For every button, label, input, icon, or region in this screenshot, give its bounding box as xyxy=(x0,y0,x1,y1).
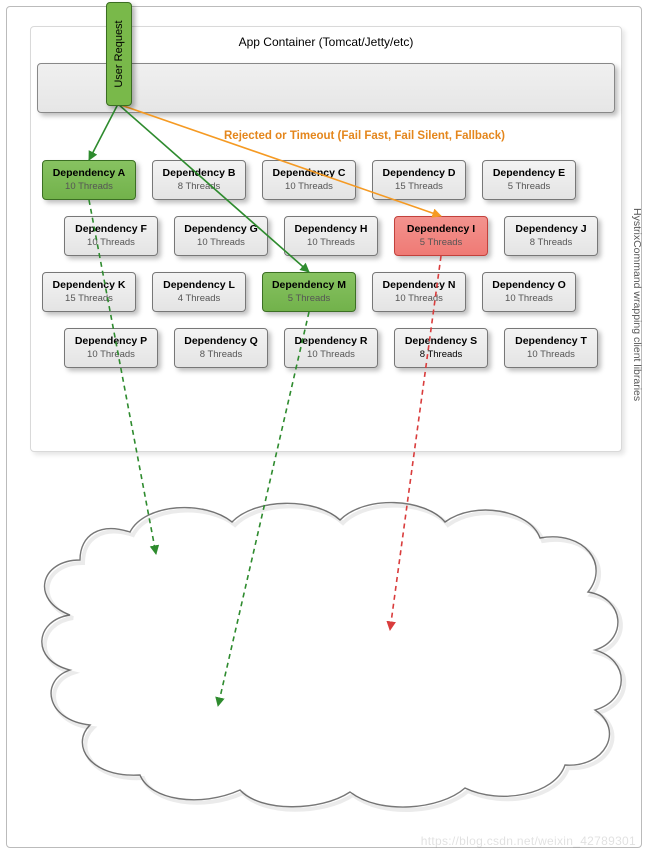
cloud-dependency-box: Dependency D xyxy=(132,592,228,618)
dependency-box: Dependency D15 Threads xyxy=(372,160,466,200)
dependency-threads: 10 Threads xyxy=(505,293,553,304)
cloud-dependency-box: Dependency L xyxy=(378,668,474,694)
cloud-dependency-box: Dependency Q xyxy=(276,744,372,770)
dependency-threads: 10 Threads xyxy=(197,237,245,248)
dependency-box: Dependency T10 Threads xyxy=(504,328,598,368)
dependency-threads: 10 Threads xyxy=(87,237,135,248)
dependency-name: Dependency N xyxy=(373,279,465,292)
dependency-box: Dependency G10 Threads xyxy=(174,216,268,256)
reject-label: Rejected or Timeout (Fail Fast, Fail Sil… xyxy=(224,130,505,142)
dependency-threads: 10 Threads xyxy=(395,293,443,304)
dependency-name: Dependency H xyxy=(285,223,377,236)
dependency-box: Dependency H10 Threads xyxy=(284,216,378,256)
cloud-dependency-box: Dependency P xyxy=(158,744,254,770)
dependency-box: Dependency B8 Threads xyxy=(152,160,246,200)
dependency-box: Dependency J8 Threads xyxy=(504,216,598,256)
dependency-name: Dependency I xyxy=(395,223,487,236)
cloud-dependency-box: Dependency F xyxy=(368,592,464,618)
dependency-threads: 10 Threads xyxy=(307,237,355,248)
dependency-name: Dependency J xyxy=(505,223,597,236)
dependency-box: Dependency L4 Threads xyxy=(152,272,246,312)
dependency-threads: 15 Threads xyxy=(395,181,443,192)
cloud-dependency-box: Dependency B xyxy=(226,554,322,580)
dependency-threads: 10 Threads xyxy=(527,349,575,360)
dependency-threads: 10 Threads xyxy=(65,181,113,192)
dependency-name: Dependency Q xyxy=(175,335,267,348)
dependency-threads: 8 Threads xyxy=(178,181,221,192)
dependency-box: Dependency K15 Threads xyxy=(42,272,136,312)
user-request-box: User Request xyxy=(106,2,132,106)
cloud-dependency-box: Dependency M xyxy=(170,706,266,732)
dependency-name: Dependency G xyxy=(175,223,267,236)
dependency-box: Dependency E5 Threads xyxy=(482,160,576,200)
dependency-box: Dependency I5 Threads xyxy=(394,216,488,256)
dependency-box: Dependency P10 Threads xyxy=(64,328,158,368)
cloud-dependency-box: Dependency R xyxy=(394,744,490,770)
dependency-name: Dependency O xyxy=(483,279,575,292)
dependency-threads: 10 Threads xyxy=(87,349,135,360)
cloud-dependency-box: Dependency E xyxy=(250,592,346,618)
dependency-threads: 10 Threads xyxy=(285,181,333,192)
dependency-box: Dependency C10 Threads xyxy=(262,160,356,200)
dependency-name: Dependency F xyxy=(65,223,157,236)
dependency-threads: 5 Threads xyxy=(420,237,463,248)
dependency-name: Dependency L xyxy=(153,279,245,292)
dependency-name: Dependency T xyxy=(505,335,597,348)
dependency-name: Dependency S xyxy=(395,335,487,348)
cloud-dependency-box: Dependency O xyxy=(406,706,502,732)
cloud-dependency-box: Dependency C xyxy=(344,554,440,580)
dependency-threads: 4 Threads xyxy=(178,293,221,304)
cloud-dependency-box: Dependency N xyxy=(288,706,384,732)
dependency-name: Dependency A xyxy=(43,167,135,180)
dependency-name: Dependency D xyxy=(373,167,465,180)
dependency-name: Dependency K xyxy=(43,279,135,292)
user-request-label: User Request xyxy=(113,20,125,87)
dependency-threads: 15 Threads xyxy=(65,293,113,304)
dependency-name: Dependency C xyxy=(263,167,355,180)
dependency-threads: 10 Threads xyxy=(307,349,355,360)
cloud-dependency-box: Dependency K xyxy=(260,668,356,694)
side-label: HystrixCommand wrapping client libraries xyxy=(629,170,643,440)
dependency-name: Dependency R xyxy=(285,335,377,348)
dependency-threads: 5 Threads xyxy=(508,181,551,192)
dependency-name: Dependency M xyxy=(263,279,355,292)
cloud-dependency-box: Dependency J xyxy=(142,668,238,694)
cloud-dependency-box: Dependency G xyxy=(106,630,202,656)
dependency-name: Dependency B xyxy=(153,167,245,180)
dependency-threads: 8 Threads xyxy=(420,349,463,360)
dependency-threads: 5 Threads xyxy=(288,293,331,304)
dependency-box: Dependency A10 Threads xyxy=(42,160,136,200)
cloud-dependency-box: Dependency I xyxy=(342,630,438,656)
cloud-dependency-box: Dependency H xyxy=(224,630,320,656)
dependency-name: Dependency E xyxy=(483,167,575,180)
watermark: https://blog.csdn.net/weixin_42789301 xyxy=(421,834,636,848)
cloud-dependency-box: Dependency A xyxy=(108,554,204,580)
dependency-box: Dependency N10 Threads xyxy=(372,272,466,312)
dependency-threads: 8 Threads xyxy=(530,237,573,248)
dependency-box: Dependency M5 Threads xyxy=(262,272,356,312)
dependency-name: Dependency P xyxy=(65,335,157,348)
dependency-box: Dependency O10 Threads xyxy=(482,272,576,312)
dependency-box: Dependency S8 Threads xyxy=(394,328,488,368)
dependency-box: Dependency Q8 Threads xyxy=(174,328,268,368)
dependency-threads: 8 Threads xyxy=(200,349,243,360)
dependency-box: Dependency R10 Threads xyxy=(284,328,378,368)
dependency-box: Dependency F10 Threads xyxy=(64,216,158,256)
